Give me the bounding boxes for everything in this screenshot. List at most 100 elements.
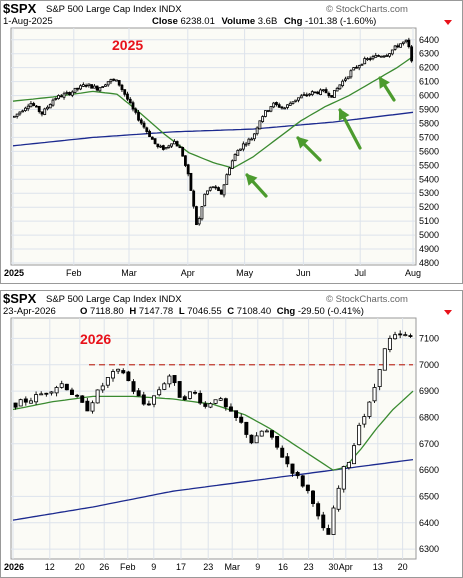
candle-body bbox=[46, 106, 49, 110]
candle-body bbox=[48, 104, 52, 109]
y-tick-label: 6500 bbox=[419, 491, 439, 501]
ma50-path bbox=[12, 55, 414, 169]
candle-body bbox=[305, 94, 309, 97]
quote-line: O 7118.80 H 7147.78 L 7046.55 C 7108.40 … bbox=[80, 306, 364, 317]
x-axis: 2025 Feb Mar Apr May Jun Jul Aug bbox=[4, 268, 421, 278]
x-tick-label: May bbox=[236, 268, 254, 278]
candle-body bbox=[34, 394, 39, 403]
x-tick-label: 20 bbox=[75, 562, 85, 572]
candle-body bbox=[277, 104, 281, 108]
candle-body bbox=[366, 58, 369, 61]
candle-body bbox=[352, 67, 356, 71]
candle-body bbox=[285, 456, 290, 465]
plot-area bbox=[10, 27, 417, 266]
candle-body bbox=[233, 154, 237, 162]
candle-body bbox=[288, 102, 292, 106]
candle-body bbox=[295, 472, 300, 477]
x-tick-label: Feb bbox=[66, 268, 82, 278]
candles bbox=[13, 330, 413, 535]
y-tick-label: 6400 bbox=[419, 518, 439, 528]
x-tick-label: 9 bbox=[151, 562, 156, 572]
candle-body bbox=[244, 143, 248, 146]
x-tick-label: 20 bbox=[398, 562, 408, 572]
green-arrow-head-icon bbox=[296, 136, 309, 149]
candle-body bbox=[172, 375, 177, 384]
candle-body bbox=[152, 395, 157, 405]
candle-body bbox=[28, 400, 33, 404]
candle-body bbox=[344, 78, 347, 81]
candle-body bbox=[68, 92, 71, 96]
candle-body bbox=[206, 190, 209, 195]
candle-body bbox=[59, 95, 63, 98]
candle-body bbox=[371, 56, 375, 60]
y-tick-label: 5400 bbox=[419, 174, 439, 184]
x-tick-label: 17 bbox=[176, 562, 186, 572]
candle-body bbox=[382, 348, 387, 371]
candle-body bbox=[239, 148, 242, 151]
candle-body bbox=[43, 108, 47, 115]
candle-body bbox=[407, 39, 411, 48]
x-tick-label: Mar bbox=[224, 562, 240, 572]
chart-symbol: $SPX bbox=[3, 1, 37, 16]
candle-body bbox=[401, 41, 405, 44]
x-tick-label: 26 bbox=[99, 562, 109, 572]
candle-body bbox=[186, 164, 190, 175]
candle-body bbox=[44, 392, 49, 395]
candle-body bbox=[272, 102, 276, 108]
x-tick-label: 2026 bbox=[4, 562, 24, 572]
candle-body bbox=[390, 49, 394, 55]
candle-body bbox=[184, 155, 187, 166]
chart-name: S&P 500 Large Cap Index INDX bbox=[46, 294, 182, 305]
chart-date: 23-Apr-2026 bbox=[3, 306, 56, 317]
candle-body bbox=[388, 53, 391, 57]
candle-body bbox=[109, 79, 113, 83]
candle-body bbox=[244, 421, 249, 435]
candle-body bbox=[291, 101, 295, 104]
candle-body bbox=[197, 218, 201, 225]
candle-body bbox=[111, 371, 115, 379]
candle-body bbox=[178, 146, 182, 149]
y-tick-label: 5700 bbox=[419, 132, 439, 142]
candle-body bbox=[230, 160, 234, 169]
candle-body bbox=[352, 445, 357, 465]
y-tick-label: 5500 bbox=[419, 160, 439, 170]
chart-date: 1-Aug-2025 bbox=[3, 16, 53, 27]
x-tick-label: 9 bbox=[255, 562, 260, 572]
candle-body bbox=[213, 399, 218, 404]
candle-body bbox=[23, 398, 28, 403]
candle-body bbox=[349, 70, 353, 78]
candle-body bbox=[126, 93, 129, 100]
candle-body bbox=[177, 381, 182, 398]
candle-body bbox=[159, 145, 162, 148]
candle-body bbox=[24, 107, 27, 112]
candle-body bbox=[136, 390, 141, 397]
candle-body bbox=[18, 399, 23, 407]
x-tick-label: Aug bbox=[405, 268, 421, 278]
candle-body bbox=[223, 398, 228, 408]
x-tick-label: Apr bbox=[339, 562, 353, 572]
credit-text: © StockCharts.com bbox=[326, 294, 408, 305]
y-tick-label: 6300 bbox=[419, 49, 439, 59]
chart-2026-svg: $SPX S&P 500 Large Cap Index INDX © Stoc… bbox=[0, 290, 463, 578]
candle-body bbox=[131, 102, 135, 110]
chart-2026: $SPX S&P 500 Large Cap Index INDX © Stoc… bbox=[0, 290, 463, 578]
candle-body bbox=[362, 416, 367, 425]
candle-body bbox=[167, 375, 172, 385]
candle-body bbox=[95, 85, 99, 91]
candle-body bbox=[79, 85, 82, 90]
candle-body bbox=[360, 63, 364, 66]
candle-body bbox=[275, 435, 280, 448]
y-tick-label: 5600 bbox=[419, 146, 439, 156]
candle-body bbox=[247, 138, 251, 144]
candle-body bbox=[385, 55, 389, 57]
candle-body bbox=[346, 76, 350, 80]
candle-body bbox=[280, 106, 284, 109]
green-arrow-head-icon bbox=[338, 108, 350, 121]
candle-body bbox=[182, 396, 187, 400]
candles bbox=[12, 37, 414, 226]
candle-body bbox=[170, 143, 174, 147]
candle-body bbox=[37, 105, 41, 112]
candle-body bbox=[241, 143, 245, 150]
candle-body bbox=[379, 55, 383, 58]
candle-body bbox=[313, 91, 317, 94]
